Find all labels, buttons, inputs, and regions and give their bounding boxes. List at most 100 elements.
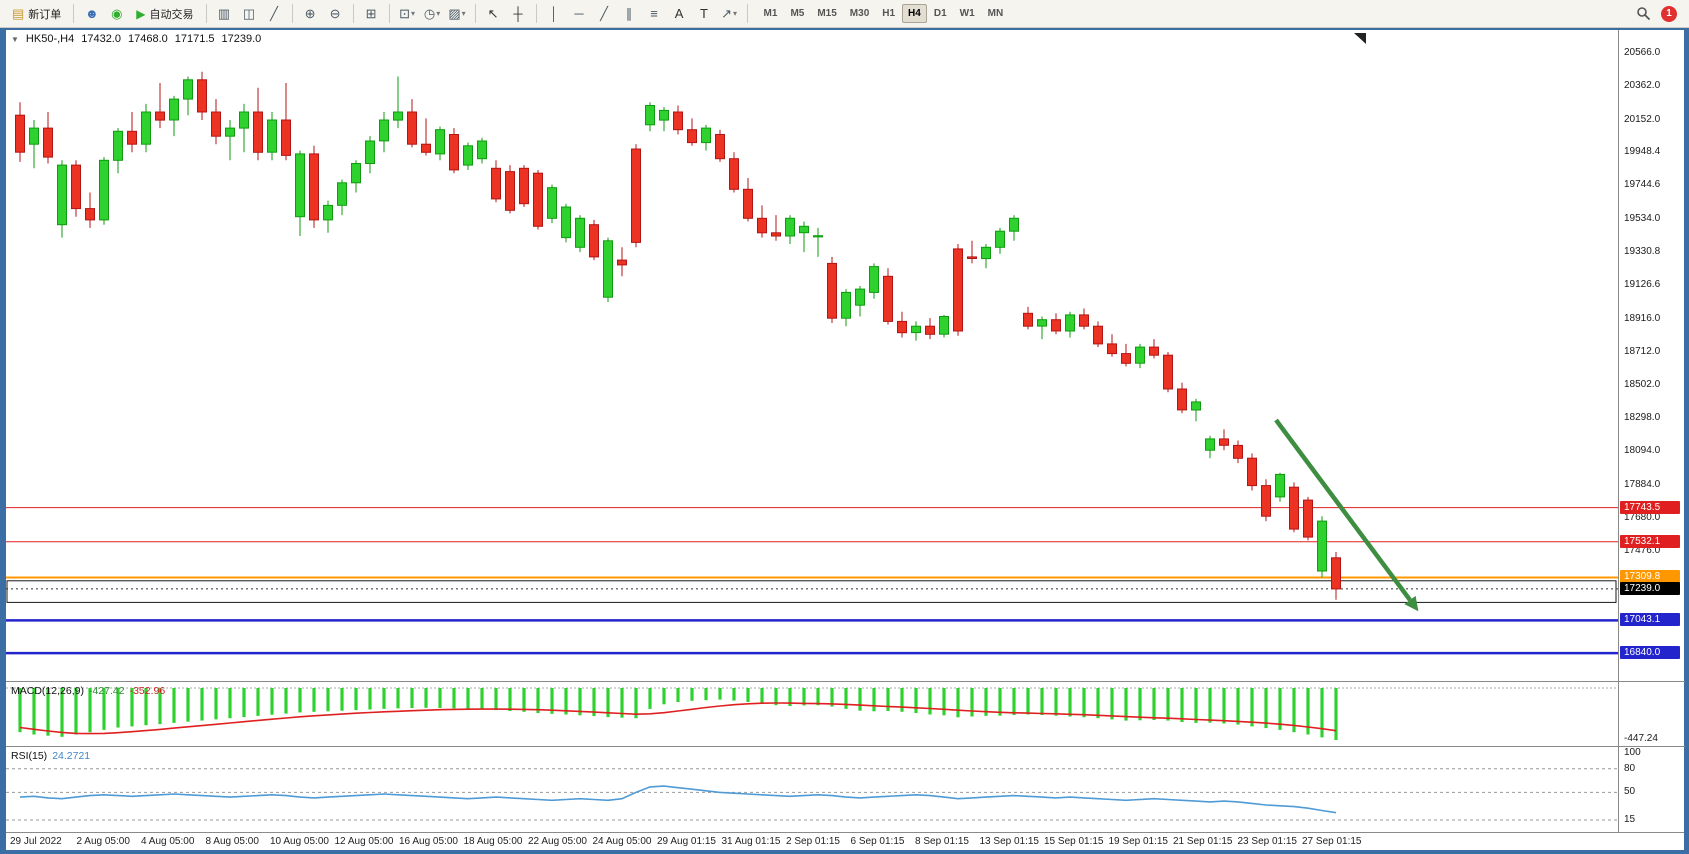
timeframe-m1[interactable]: M1 <box>763 8 778 19</box>
candle-body <box>1331 557 1341 590</box>
clock-glyph: ◷ <box>423 5 436 21</box>
timeframe-w1[interactable]: W1 <box>959 8 975 19</box>
market-watch-icon[interactable]: ☻ <box>84 6 99 21</box>
toolbar-separator <box>535 4 537 23</box>
candle-body <box>729 158 739 190</box>
candle-body <box>701 127 711 144</box>
candle-body <box>1023 312 1033 327</box>
candle-body <box>547 187 557 219</box>
channel-tool-icon[interactable]: ∥ <box>625 5 633 21</box>
new-order-icon: ▤ <box>12 5 25 21</box>
timeframe-m5[interactable]: M5 <box>790 8 805 19</box>
search-icon[interactable] <box>1633 4 1653 24</box>
chevron-down-icon: ▾ <box>461 9 466 18</box>
time-label: 13 Sep 01:15 <box>979 836 1040 847</box>
timeframe-m15[interactable]: M15 <box>817 8 837 19</box>
price-axis[interactable]: 20566.0 20362.0 20152.0 19948.4 19744.6 19534… <box>1618 30 1685 832</box>
trendline-tool-icon[interactable]: ╱ <box>600 5 608 21</box>
bar-open: 17432.0 <box>81 33 121 45</box>
zoom-out-icon[interactable]: ⊖ <box>329 5 341 21</box>
chevron-down-icon: ▾ <box>732 9 737 18</box>
horizontal-line-tool-icon[interactable]: ─ <box>574 6 584 21</box>
macd-panel[interactable] <box>6 682 1618 747</box>
tile-windows-icon[interactable]: ⊞ <box>365 5 377 21</box>
new-order-button[interactable]: ▤ 新订单 <box>6 3 67 25</box>
zoom-in-icon[interactable]: ⊕ <box>304 5 316 21</box>
candle-body <box>1177 388 1187 411</box>
range-box-object[interactable] <box>6 580 1617 603</box>
candle-body <box>1037 319 1047 327</box>
time-label: 15 Sep 01:15 <box>1044 836 1104 847</box>
auto-trading-icon: ▶ <box>136 6 146 21</box>
candlestick-chart-icon[interactable]: ◫ <box>242 5 256 21</box>
candle-body <box>421 143 431 153</box>
crosshair-icon[interactable]: ┼ <box>513 6 523 21</box>
candle-body <box>323 204 333 221</box>
candle-body <box>785 217 795 237</box>
candle-body <box>575 217 585 248</box>
candle-body <box>197 79 207 113</box>
clock-icon[interactable]: ◷ ▾ <box>421 2 444 25</box>
timeframe-mn[interactable]: MN <box>987 8 1004 19</box>
candle-body <box>267 119 277 153</box>
candle-body <box>1317 520 1327 572</box>
candle-body <box>295 153 305 218</box>
price-tick-label: 17476.0 <box>1624 545 1661 556</box>
sound-icon[interactable]: ◉ <box>111 5 123 21</box>
new-order-label: 新订单 <box>28 8 62 21</box>
price-tick-label: 18298.0 <box>1624 412 1661 423</box>
chart-plot-area[interactable]: ▼ HK50-,H4 17432.0 17468.0 17171.5 17239… <box>6 30 1618 832</box>
candle-body <box>799 225 809 234</box>
text-tool-icon[interactable]: A <box>674 6 684 21</box>
time-label: 8 Sep 01:15 <box>915 836 969 847</box>
cursor-icon[interactable]: ↖ <box>487 5 499 21</box>
candle-body <box>953 248 963 332</box>
candle-body <box>645 105 655 126</box>
candle-body <box>309 153 319 221</box>
label-tool-icon[interactable]: T <box>700 6 708 21</box>
template-icon[interactable]: ▨ ▾ <box>446 2 469 25</box>
candle-body <box>99 159 109 221</box>
timeframe-h4[interactable]: H4 <box>902 4 927 23</box>
chart-shift-marker[interactable] <box>1354 33 1366 44</box>
price-tick-label: 17884.0 <box>1624 479 1661 490</box>
main-chart[interactable] <box>6 30 1618 681</box>
toolbar-separator <box>388 4 390 23</box>
candle-body <box>687 129 697 144</box>
panel-divider[interactable] <box>6 746 1618 747</box>
candle-body <box>841 291 851 319</box>
panel-divider[interactable] <box>6 681 1618 682</box>
vertical-line-tool-icon[interactable]: │ <box>549 6 559 21</box>
auto-trading-button[interactable]: ▶ 自动交易 <box>130 3 199 25</box>
arrows-tool-icon[interactable]: ↗ ▾ <box>718 2 741 25</box>
candle-body <box>673 111 683 131</box>
timeframe-d1[interactable]: D1 <box>933 8 947 19</box>
candle-body <box>1121 353 1131 364</box>
trend-arrow-object[interactable] <box>1274 418 1412 602</box>
timeframe-h1[interactable]: H1 <box>882 8 896 19</box>
candle-body <box>561 206 571 239</box>
new-chart-icon[interactable]: ⊡ ▾ <box>396 2 419 25</box>
fibonacci-tool-icon[interactable]: ≡ <box>650 6 658 21</box>
chevron-down-icon[interactable]: ▼ <box>11 34 19 44</box>
rsi-value: 24.2721 <box>52 750 91 762</box>
candle-body <box>1233 444 1243 459</box>
line-chart-icon[interactable]: ╱ <box>270 5 278 21</box>
time-label: 31 Aug 01:15 <box>721 836 781 847</box>
price-tick-label: 19126.6 <box>1624 279 1661 290</box>
time-axis[interactable]: 29 Jul 2022 2 Aug 05:00 4 Aug 05:00 8 Aug 0… <box>6 832 1684 850</box>
notification-badge[interactable]: 1 <box>1661 5 1677 22</box>
bar-high: 17468.0 <box>127 33 168 45</box>
timeframe-m30[interactable]: M30 <box>849 8 870 19</box>
candle-body <box>1149 346 1159 356</box>
time-label: 23 Sep 01:15 <box>1237 836 1298 847</box>
candle-body <box>351 163 361 184</box>
candle-body <box>589 224 599 258</box>
candle-body <box>85 208 95 221</box>
rsi-line <box>19 785 1337 814</box>
price-tag: 17043.1 <box>1620 613 1680 626</box>
bar-chart-icon[interactable]: ▥ <box>217 5 231 21</box>
rsi-panel[interactable] <box>6 747 1618 832</box>
time-label: 29 Jul 2022 <box>10 836 62 847</box>
candle-body <box>757 217 767 234</box>
